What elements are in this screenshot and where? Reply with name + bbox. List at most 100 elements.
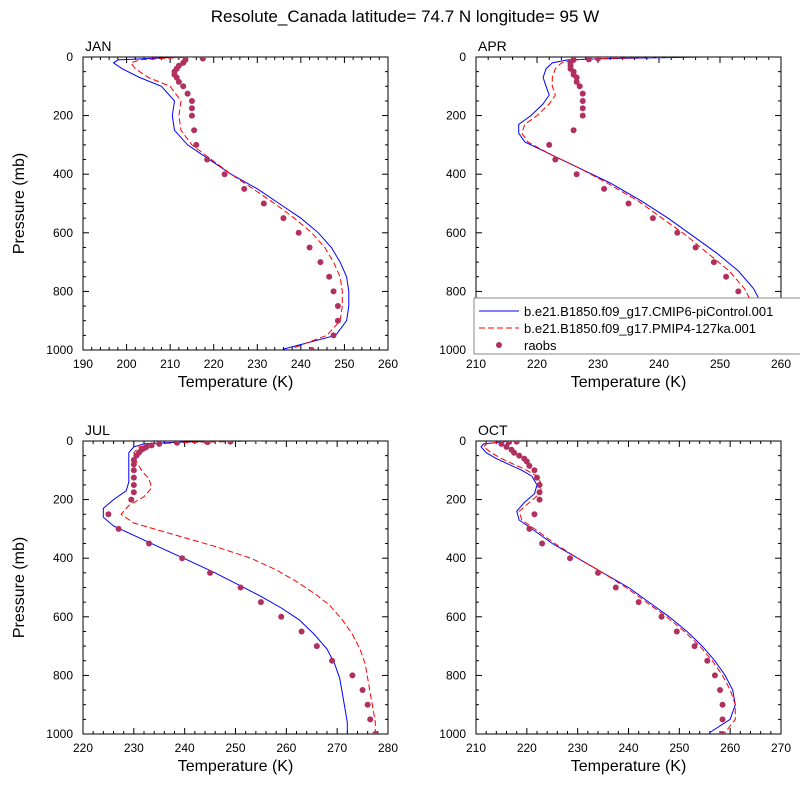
y-tick-label: 800 xyxy=(53,284,73,298)
raobs-point xyxy=(317,259,324,266)
raobs-point xyxy=(534,474,540,481)
x-tick-label: 240 xyxy=(291,357,311,371)
raobs-point xyxy=(105,511,112,518)
raobs-point xyxy=(364,701,371,708)
raobs-point xyxy=(191,127,198,134)
x-tick-label: 220 xyxy=(73,741,93,755)
panel-oct: OCT 210 220 230 240 250 260 270 0 200 400 600 800 100… xyxy=(439,422,791,775)
raobs-point xyxy=(552,156,559,163)
raobs-point xyxy=(278,613,285,620)
x-tick-label: 260 xyxy=(378,357,398,371)
x-tick-label: 280 xyxy=(378,741,398,755)
y-tick-label: 800 xyxy=(446,668,466,682)
raobs-point xyxy=(526,462,533,469)
raobs-point xyxy=(601,185,608,192)
raobs-point xyxy=(115,525,122,532)
raobs-point xyxy=(130,461,137,468)
raobs-point xyxy=(579,112,586,119)
panel-apr: APR 210 220 230 240 250 260 0 200 400 600 800 1000 Te… xyxy=(439,38,791,391)
x-tick-label: 190 xyxy=(73,357,93,371)
raobs-point xyxy=(711,672,718,679)
raobs-point xyxy=(146,540,153,547)
raobs-point xyxy=(180,59,187,66)
y-axis-label: Pressure (mb) xyxy=(11,153,28,254)
raobs-point xyxy=(674,229,681,236)
legend-entry: raobs xyxy=(524,338,557,353)
y-tick-label: 600 xyxy=(53,610,73,624)
x-tick-label: 270 xyxy=(327,741,347,755)
raobs-point xyxy=(188,112,195,119)
raobs-point xyxy=(573,78,580,85)
raobs-point xyxy=(313,643,320,650)
raobs-point xyxy=(130,474,137,481)
y-tick-label: 1000 xyxy=(439,727,466,741)
raobs-point xyxy=(649,215,656,222)
raobs-point xyxy=(204,156,211,163)
x-tick-label: 210 xyxy=(160,357,180,371)
x-tick-label: 220 xyxy=(204,357,224,371)
y-tick-label: 600 xyxy=(446,226,466,240)
raobs-point xyxy=(128,496,135,503)
raobs-point xyxy=(298,628,305,635)
x-tick-label: 250 xyxy=(669,741,689,755)
raobs-point xyxy=(567,555,574,562)
raobs-point xyxy=(329,657,336,664)
raobs-point xyxy=(516,452,523,459)
series-group xyxy=(112,57,350,350)
raobs-point xyxy=(531,511,538,518)
y-tick-label: 0 xyxy=(66,434,73,448)
legend-entry: b.e21.B1850.f09_g17.PMIP4-127ka.001 xyxy=(524,321,756,336)
raobs-point xyxy=(579,97,586,104)
raobs-point xyxy=(133,452,140,459)
raobs-point xyxy=(199,57,206,62)
raobs-point xyxy=(175,78,182,85)
raobs-point xyxy=(523,458,530,465)
y-tick-label: 0 xyxy=(459,50,466,64)
cmip6-picontrol-line xyxy=(480,441,736,733)
x-tick-label: 260 xyxy=(720,741,740,755)
x-tick-label: 260 xyxy=(771,357,791,371)
raobs-point xyxy=(717,687,723,694)
raobs-point xyxy=(691,643,698,650)
raobs-point xyxy=(193,141,200,148)
raobs-point xyxy=(710,259,717,266)
raobs-point xyxy=(673,628,680,635)
raobs-point xyxy=(130,489,137,496)
x-axis-label: Temperature (K) xyxy=(571,758,687,775)
x-tick-label: 230 xyxy=(568,741,588,755)
raobs-point xyxy=(570,127,577,134)
y-tick-label: 1000 xyxy=(46,727,73,741)
raobs-point xyxy=(179,555,186,562)
y-tick-label: 400 xyxy=(53,167,73,181)
raobs-point xyxy=(174,441,181,446)
raobs-point xyxy=(130,481,137,488)
raobs-point xyxy=(148,442,155,449)
y-tick-label: 0 xyxy=(459,434,466,448)
raobs-point xyxy=(367,716,374,723)
panel-label: OCT xyxy=(478,422,508,438)
raobs-point xyxy=(546,141,553,148)
raobs-point xyxy=(692,244,699,251)
y-tick-label: 400 xyxy=(53,551,73,565)
raobs-point xyxy=(625,200,632,207)
raobs-point xyxy=(227,441,234,445)
raobs-point xyxy=(330,288,337,295)
x-tick-label: 260 xyxy=(276,741,296,755)
x-tick-label: 210 xyxy=(466,741,486,755)
panel-jul: JUL 220 230 240 250 260 270 280 0 200 400 600 800 100… xyxy=(11,422,398,775)
x-tick-label: 230 xyxy=(124,741,144,755)
y-axis-label: Pressure (mb) xyxy=(11,537,28,638)
raobs-point xyxy=(595,569,601,576)
y-tick-label: 200 xyxy=(53,109,73,123)
raobs-point xyxy=(330,332,337,339)
raobs-point xyxy=(635,599,642,606)
raobs-point xyxy=(334,303,341,310)
y-tick-label: 400 xyxy=(446,551,466,565)
series-group xyxy=(480,441,736,734)
raobs-point xyxy=(498,441,505,447)
panel-label: JUL xyxy=(85,422,110,438)
panel-jan: JAN 190 200 210 220 230 240 250 260 0 200 400 600 800… xyxy=(11,38,398,391)
raobs-point xyxy=(719,731,726,734)
x-tick-label: 200 xyxy=(117,357,137,371)
raobs-point xyxy=(585,57,592,63)
